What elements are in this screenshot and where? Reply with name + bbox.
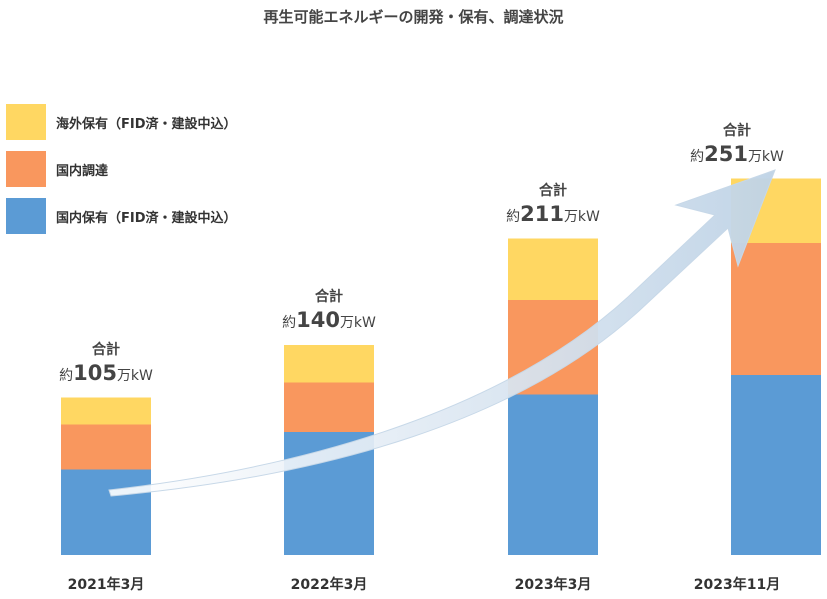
total-value: 251 (704, 141, 748, 166)
total-prefix: 約 (59, 367, 74, 384)
total-line: 約211万kW (463, 201, 643, 230)
total-heading: 合計 (92, 341, 120, 358)
legend-label-domestic-procurement: 国内調達 (56, 163, 109, 179)
legend-swatch-overseas (6, 104, 46, 140)
bar-segment-domestic-procurement (284, 382, 374, 432)
total-line: 約105万kW (16, 360, 196, 389)
legend: 海外保有（FID済・建設中込） 国内調達 国内保有（FID済・建設中込） (6, 104, 237, 245)
legend-item-overseas: 海外保有（FID済・建設中込） (6, 104, 237, 140)
total-heading: 合計 (539, 182, 567, 199)
total-unit: 万kW (563, 208, 600, 225)
total-label: 合計 約251万kW (647, 121, 827, 170)
legend-label-domestic-owned: 国内保有（FID済・建設中込） (56, 210, 237, 226)
total-heading: 合計 (315, 289, 343, 305)
x-tick-label: 2022年3月 (290, 577, 368, 593)
total-unit: 万kW (747, 148, 784, 165)
bar-segment-overseas (508, 238, 598, 300)
total-label: 合計 約211万kW (463, 181, 643, 230)
total-label: 合計 約105万kW (16, 340, 196, 389)
total-prefix: 約 (690, 148, 705, 165)
total-line: 約251万kW (647, 141, 827, 170)
total-prefix: 約 (282, 315, 297, 331)
trend-arrow (108, 169, 776, 497)
legend-swatch-domestic-owned (6, 198, 46, 234)
legend-item-domestic-owned: 国内保有（FID済・建設中込） (6, 198, 237, 234)
bar-segment-overseas (284, 345, 374, 383)
x-tick-label: 2021年3月 (67, 577, 145, 593)
total-prefix: 約 (506, 208, 521, 225)
x-tick-label: 2023年11月 (693, 577, 781, 593)
total-value: 211 (520, 201, 564, 226)
bar-segment-overseas (61, 397, 151, 425)
bar-segment-domestic-procurement (61, 424, 151, 470)
x-tick-label: 2023年3月 (514, 577, 592, 593)
legend-label-overseas: 海外保有（FID済・建設中込） (56, 116, 237, 132)
legend-swatch-domestic-procurement (6, 151, 46, 187)
total-value: 105 (73, 360, 117, 385)
total-heading: 合計 (723, 122, 751, 139)
bar-segment-domestic-owned (731, 375, 821, 555)
total-line: 約140万kW (239, 307, 419, 336)
total-label: 合計 約140万kW (239, 287, 419, 336)
legend-item-domestic-procurement: 国内調達 (6, 151, 237, 187)
total-unit: 万kW (116, 367, 153, 384)
bar-segment-domestic-procurement (731, 243, 821, 375)
total-value: 140 (296, 308, 340, 332)
bar-segment-domestic-owned (61, 469, 151, 555)
bar-segment-domestic-owned (508, 394, 598, 555)
total-unit: 万kW (339, 315, 376, 331)
chart-title: 再生可能エネルギーの開発・保有、調達状況 (263, 8, 564, 26)
